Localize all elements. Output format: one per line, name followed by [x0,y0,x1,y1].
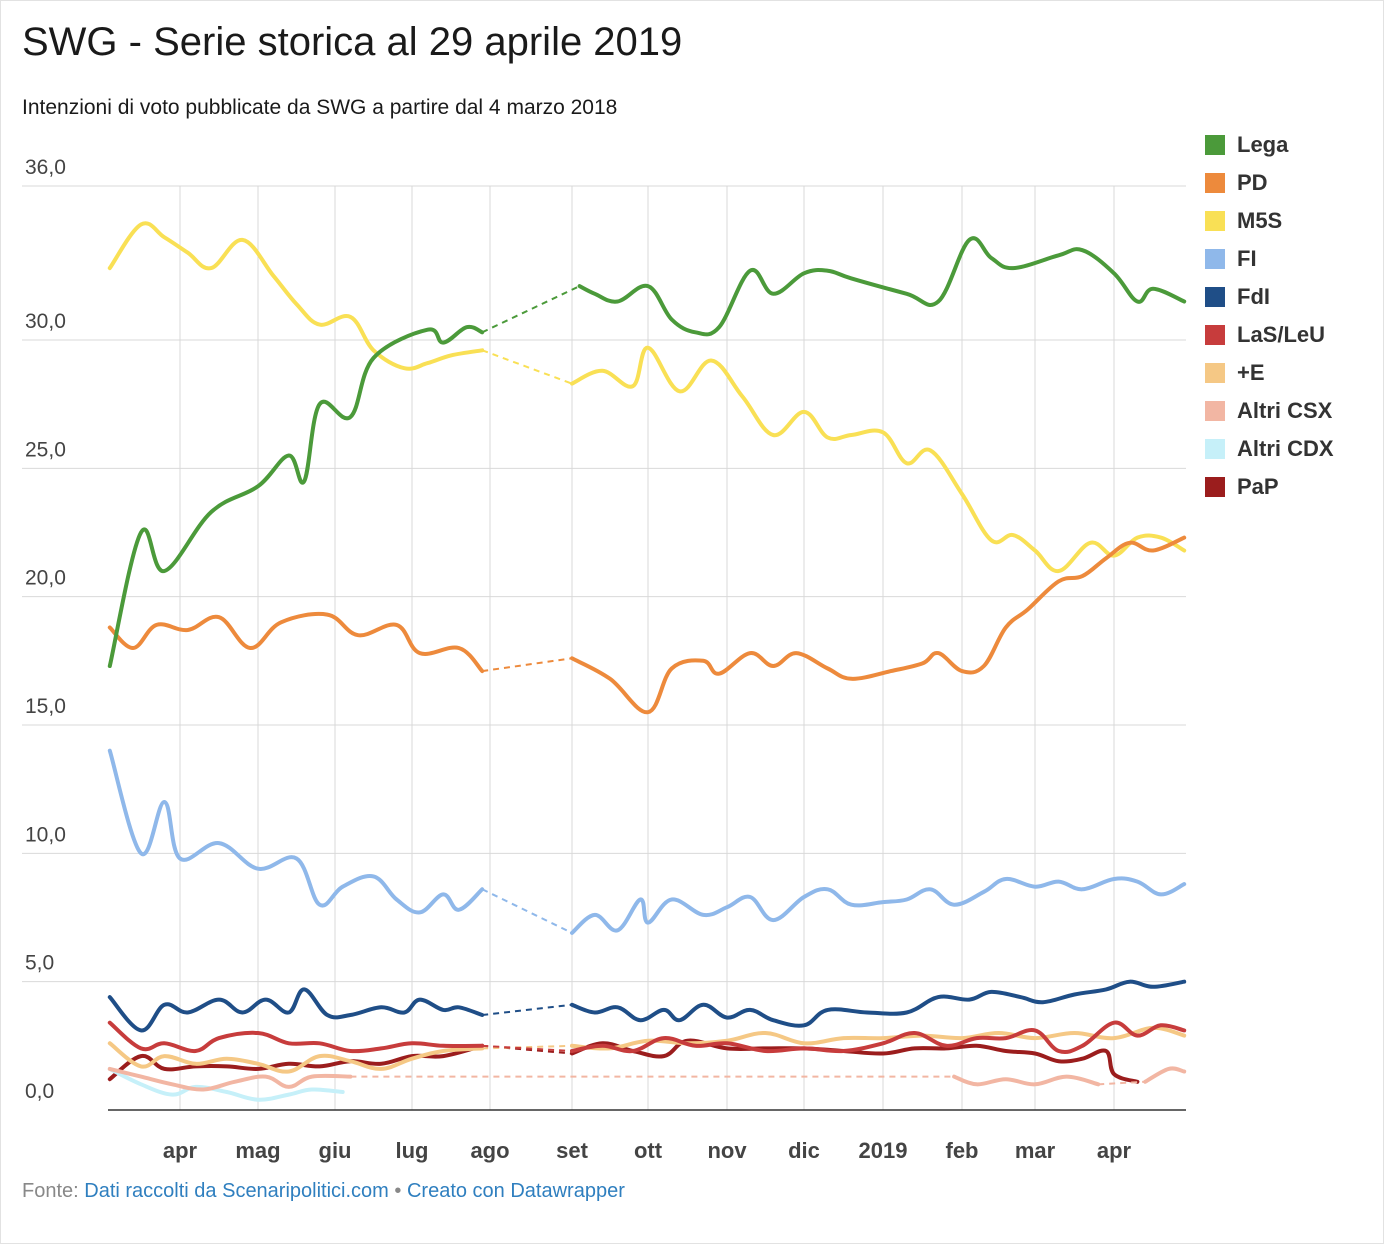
legend-item-lega: Lega [1205,126,1380,164]
legend-swatch [1205,401,1225,421]
legend-item-pap: PaP [1205,468,1380,506]
x-tick-label: lug [396,1138,429,1163]
series-gap-lega [481,285,581,334]
x-tick-label: set [556,1138,588,1163]
series-line-fdi-part2 [570,979,1187,1028]
chart-title: SWG - Serie storica al 29 aprile 2019 [22,20,683,64]
x-tick-label: dic [788,1138,820,1163]
y-tick-label: 5,0 [25,952,54,975]
series-line-fdi [107,987,485,1033]
footer: Fonte: Dati raccolti da Scenaripolitici.… [22,1180,625,1203]
series-gap-fdi [482,1003,573,1017]
series-line-pd [107,611,485,674]
series-line--e [107,1041,485,1074]
x-tick-label: feb [946,1138,979,1163]
series-gap-m5s [481,349,573,385]
legend-item-altri-csx: Altri CSX [1205,392,1380,430]
series-gap-fi [481,888,573,934]
footer-separator: • [394,1180,402,1202]
legend-item-pd: PD [1205,164,1380,202]
y-tick-label: 0,0 [25,1080,54,1103]
footer-prefix: Fonte: [22,1180,79,1202]
series-line-lega-part2 [577,236,1187,337]
legend-swatch [1205,249,1225,269]
y-tick-label: 10,0 [25,823,66,846]
series-line-altri-csx-part2 [952,1074,1101,1087]
legend-label: Altri CSX [1237,398,1333,423]
x-tick-label: apr [1097,1138,1132,1163]
line-chart: 0,0 5,0 10,0 15,0 20,0 25,0 30,0 36,0 apr mag giu l… [22,156,1187,1163]
series-line-pap [107,1043,485,1082]
series-gap--e [482,1044,573,1050]
legend-item-las-leu: LaS/LeU [1205,316,1380,354]
series-line-pap-part2 [570,1038,1140,1084]
y-tick-label: 25,0 [25,438,66,461]
legend-label: +E [1237,360,1265,385]
series-line-las-leu [107,1020,485,1054]
legend-label: LaS/LeU [1237,322,1326,347]
legend-label: PaP [1237,474,1279,499]
series-line-m5s-part2 [570,345,1187,574]
source-link[interactable]: Dati raccolti da Scenaripolitici.com [84,1180,389,1202]
series-line-fi [107,748,485,915]
x-tick-label: ago [470,1138,509,1163]
series-line-altri-cdx [107,1066,345,1102]
legend-item-fi: FI [1205,240,1380,278]
series-line-lega [107,324,485,668]
legend-swatch [1205,363,1225,383]
legend-swatch [1205,439,1225,459]
y-tick-label: 30,0 [25,310,66,333]
legend-label: M5S [1237,208,1283,233]
legend-item-fdi: FdI [1205,278,1380,316]
series-gap-pd [482,657,573,673]
legend: Lega PD M5S FI FdI LaS/LeU +E Altri CSX Altri CD… [1205,126,1380,506]
x-tick-label: ott [634,1138,663,1163]
series-line-las-leu-part2 [570,1020,1187,1055]
legend-swatch [1205,477,1225,497]
legend-item--e: +E [1205,354,1380,392]
x-tick-label: mag [235,1138,280,1163]
legend-swatch [1205,135,1225,155]
x-tick-label: 2019 [859,1138,908,1163]
legend-item-altri-cdx: Altri CDX [1205,430,1380,468]
y-tick-label: 36,0 [25,156,66,179]
legend-label: FI [1237,246,1257,271]
x-tick-label: giu [319,1138,352,1163]
legend-swatch [1205,173,1225,193]
x-tick-label: mar [1015,1138,1056,1163]
series-line-altri-csx-part3 [1143,1066,1187,1084]
x-tick-label: nov [707,1138,747,1163]
series-gap2-altri-csx [1098,1080,1146,1086]
legend-swatch [1205,287,1225,307]
legend-swatch [1205,211,1225,231]
series-line-altri-csx [107,1066,353,1092]
series-gap-las-leu [482,1044,573,1052]
x-tick-label: apr [163,1138,198,1163]
chart-subtitle: Intenzioni di voto pubblicate da SWG a p… [22,96,618,119]
series-line-pd-part2 [570,535,1187,715]
series-line-fi-part2 [570,876,1187,935]
legend-label: Lega [1237,132,1289,157]
legend-label: Altri CDX [1237,436,1334,461]
y-tick-label: 15,0 [25,695,66,718]
legend-label: FdI [1237,284,1270,309]
series-line-m5s [107,221,485,371]
series-line--e-part2 [570,1025,1187,1051]
legend-swatch [1205,325,1225,345]
legend-item-m5s: M5S [1205,202,1380,240]
datawrapper-link[interactable]: Creato con Datawrapper [406,1180,625,1202]
y-tick-label: 20,0 [25,567,66,590]
legend-label: PD [1237,170,1268,195]
